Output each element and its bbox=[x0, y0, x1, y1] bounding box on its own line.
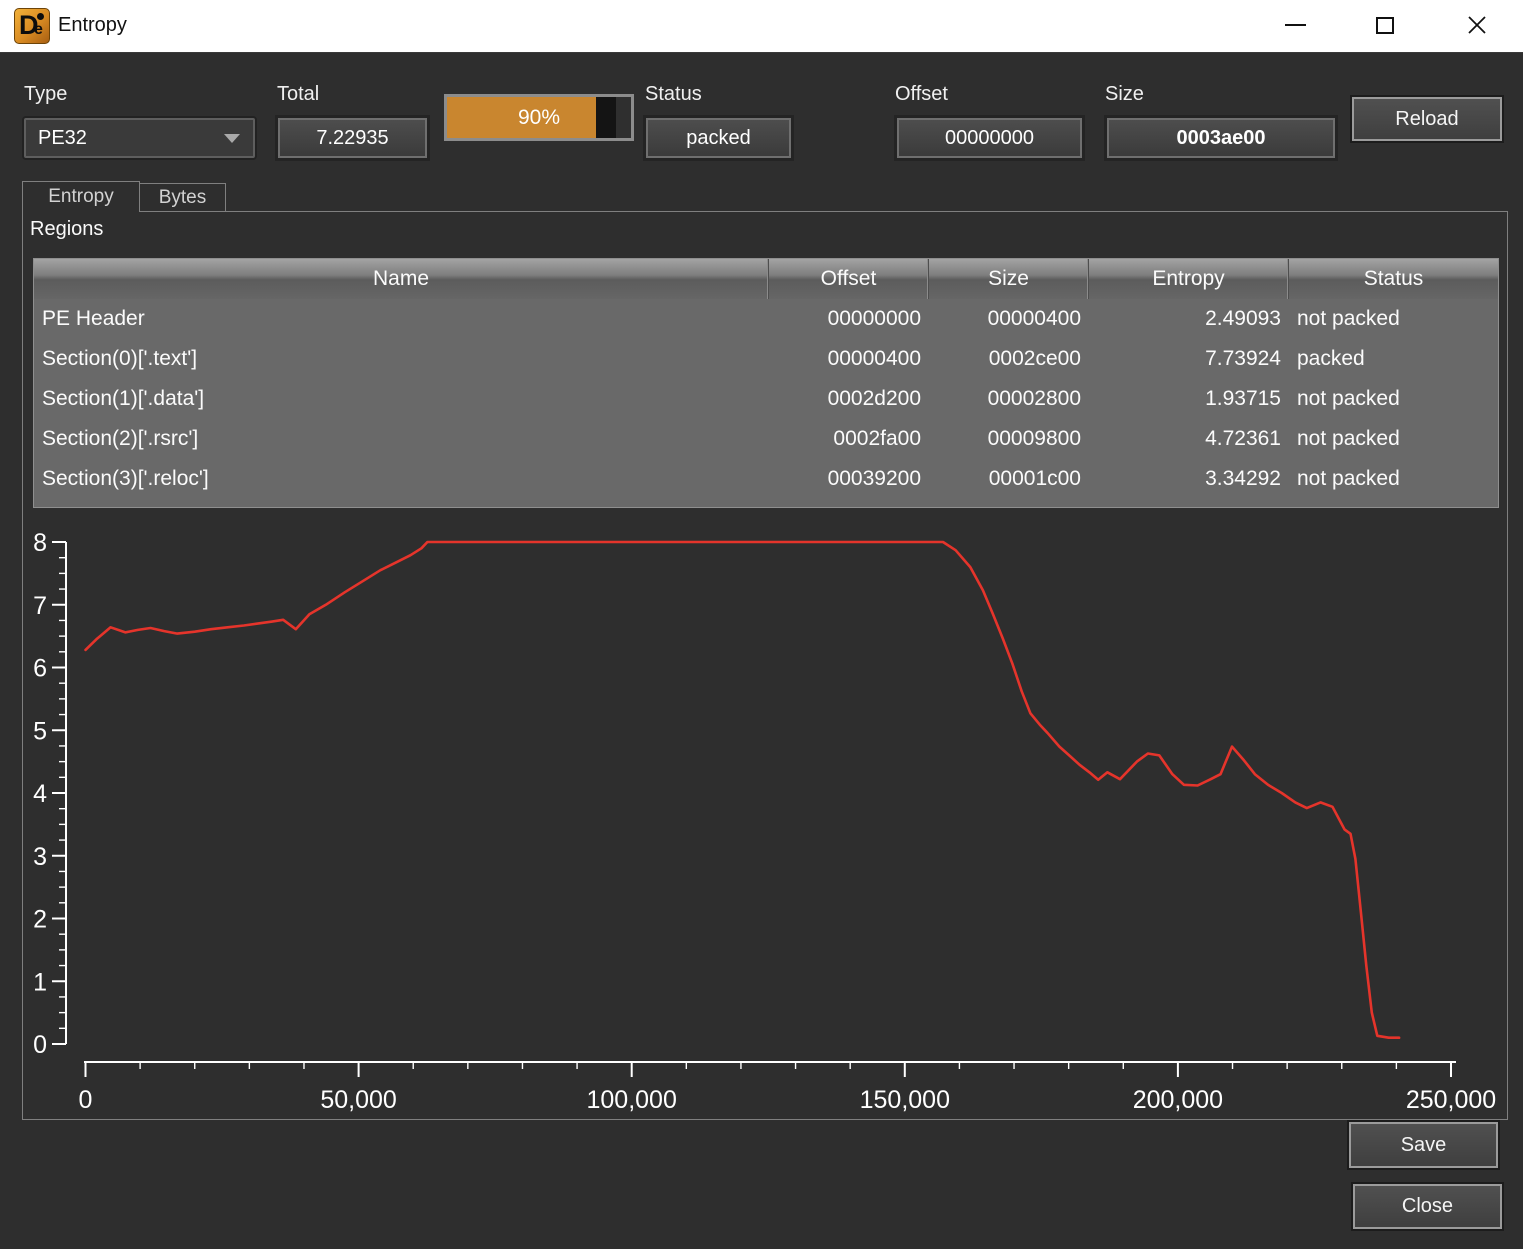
y-tick-label: 7 bbox=[33, 592, 47, 620]
entropy-line-series bbox=[84, 540, 1401, 1040]
x-tick-label: 150,000 bbox=[860, 1086, 950, 1114]
x-tick-label: 200,000 bbox=[1133, 1086, 1223, 1114]
x-tick-label: 50,000 bbox=[320, 1086, 396, 1114]
progress-bar: 90% bbox=[444, 94, 634, 141]
size-label: Size bbox=[1105, 83, 1144, 105]
maximize-button[interactable] bbox=[1361, 0, 1409, 50]
table-row[interactable]: Section(0)['.text'] 00000400 0002ce00 7.739… bbox=[34, 339, 1498, 379]
y-tick-label: 5 bbox=[33, 717, 47, 745]
save-button[interactable]: Save bbox=[1349, 1122, 1498, 1168]
x-tick-label: 250,000 bbox=[1406, 1086, 1496, 1114]
app-logo-icon: D e bbox=[14, 8, 50, 44]
column-header-size[interactable]: Size bbox=[929, 259, 1089, 299]
close-window-button[interactable] bbox=[1453, 0, 1501, 50]
status-value: packed bbox=[686, 126, 751, 149]
cell-status: not packed bbox=[1297, 427, 1400, 450]
cell-entropy: 4.72361 bbox=[1205, 427, 1281, 450]
cell-name: Section(0)['.text'] bbox=[42, 347, 198, 370]
type-combobox[interactable]: PE32 bbox=[24, 118, 255, 158]
cell-name: Section(2)['.rsrc'] bbox=[42, 427, 199, 450]
status-label: Status bbox=[645, 83, 702, 105]
table-row[interactable]: PE Header 00000000 00000400 2.49093 not pack… bbox=[34, 299, 1498, 339]
cell-entropy: 7.73924 bbox=[1205, 347, 1281, 370]
table-row[interactable]: Section(3)['.reloc'] 00039200 00001c00 3.34… bbox=[34, 459, 1498, 499]
column-header-offset[interactable]: Offset bbox=[769, 259, 929, 299]
entropy-chart: 0 1 2 3 4 5 6 7 8 0 50,000 100,000 150,000 200,000 250… bbox=[23, 511, 1507, 1117]
y-tick-label: 4 bbox=[33, 780, 47, 808]
cell-status: not packed bbox=[1297, 467, 1400, 490]
type-label: Type bbox=[24, 83, 68, 105]
offset-field[interactable]: 00000000 bbox=[897, 118, 1082, 158]
regions-table: Name Offset Size Entropy Status PE Header 000… bbox=[33, 258, 1499, 508]
cell-name: Section(3)['.reloc'] bbox=[42, 467, 209, 490]
cell-size: 0002ce00 bbox=[988, 347, 1081, 370]
column-header-status[interactable]: Status bbox=[1363, 267, 1424, 290]
maximize-icon bbox=[1376, 16, 1394, 34]
reload-button[interactable]: Reload bbox=[1352, 97, 1502, 141]
window-title: Entropy bbox=[58, 14, 127, 36]
status-field: packed bbox=[646, 118, 791, 158]
logo-letter-e: e bbox=[34, 21, 43, 38]
chevron-down-icon bbox=[224, 133, 240, 143]
y-tick-label: 2 bbox=[33, 906, 47, 934]
minimize-button[interactable] bbox=[1271, 0, 1319, 50]
cell-entropy: 1.93715 bbox=[1205, 387, 1281, 410]
tab-bytes[interactable]: Bytes bbox=[140, 183, 226, 211]
y-tick-label: 0 bbox=[33, 1031, 47, 1059]
column-header-entropy[interactable]: Entropy bbox=[1089, 259, 1289, 299]
total-label: Total bbox=[277, 83, 320, 105]
logo-dot bbox=[37, 13, 44, 20]
titlebar: D e Entropy bbox=[0, 0, 1523, 53]
table-body: PE Header 00000000 00000400 2.49093 not pack… bbox=[34, 299, 1498, 499]
y-tick-label: 8 bbox=[33, 529, 47, 557]
cell-status: not packed bbox=[1297, 387, 1400, 410]
cell-offset: 0002d200 bbox=[827, 387, 921, 410]
cell-status: packed bbox=[1297, 347, 1365, 370]
cell-entropy: 2.49093 bbox=[1205, 307, 1281, 330]
cell-size: 00001c00 bbox=[988, 467, 1081, 490]
regions-label: Regions bbox=[30, 218, 104, 240]
cell-offset: 00039200 bbox=[827, 467, 921, 490]
table-header-row: Name Offset Size Entropy Status bbox=[34, 259, 1498, 299]
close-button[interactable]: Close bbox=[1353, 1184, 1502, 1229]
total-field: 7.22935 bbox=[278, 118, 427, 158]
close-icon bbox=[1468, 16, 1486, 34]
type-value: PE32 bbox=[38, 126, 87, 149]
offset-value: 00000000 bbox=[945, 126, 1034, 149]
cell-offset: 00000400 bbox=[827, 347, 921, 370]
y-tick-label: 3 bbox=[33, 843, 47, 871]
table-row[interactable]: Section(1)['.data'] 0002d200 00002800 1.937… bbox=[34, 379, 1498, 419]
cell-status: not packed bbox=[1297, 307, 1400, 330]
table-row[interactable]: Section(2)['.rsrc'] 0002fa00 00009800 4.723… bbox=[34, 419, 1498, 459]
x-tick-label: 0 bbox=[79, 1086, 93, 1114]
minimize-icon bbox=[1284, 24, 1306, 26]
column-header-name[interactable]: Name bbox=[34, 259, 769, 299]
cell-entropy: 3.34292 bbox=[1205, 467, 1281, 490]
progress-band bbox=[596, 97, 617, 138]
size-field[interactable]: 0003ae00 bbox=[1107, 118, 1335, 158]
cell-size: 00000400 bbox=[987, 307, 1081, 330]
entropy-chart-svg: 0 1 2 3 4 5 6 7 8 0 50,000 100,000 150,000 200,000 250… bbox=[33, 529, 1496, 1114]
total-value: 7.22935 bbox=[316, 126, 389, 149]
tab-entropy[interactable]: Entropy bbox=[22, 181, 140, 212]
cell-size: 00009800 bbox=[987, 427, 1081, 450]
cell-name: Section(1)['.data'] bbox=[42, 387, 205, 410]
progress-fill bbox=[447, 97, 597, 138]
y-tick-label: 6 bbox=[33, 655, 47, 683]
y-tick-label: 1 bbox=[33, 968, 47, 996]
cell-offset: 00000000 bbox=[827, 307, 921, 330]
cell-offset: 0002fa00 bbox=[833, 427, 921, 450]
tab-pane bbox=[22, 211, 1508, 1120]
x-tick-label: 100,000 bbox=[587, 1086, 677, 1114]
size-value: 0003ae00 bbox=[1176, 126, 1266, 149]
offset-label: Offset bbox=[895, 83, 948, 105]
cell-name: PE Header bbox=[42, 307, 145, 330]
progress-text: 90% bbox=[517, 105, 561, 129]
cell-size: 00002800 bbox=[987, 387, 1081, 410]
logo-letter-d: D bbox=[19, 10, 39, 40]
